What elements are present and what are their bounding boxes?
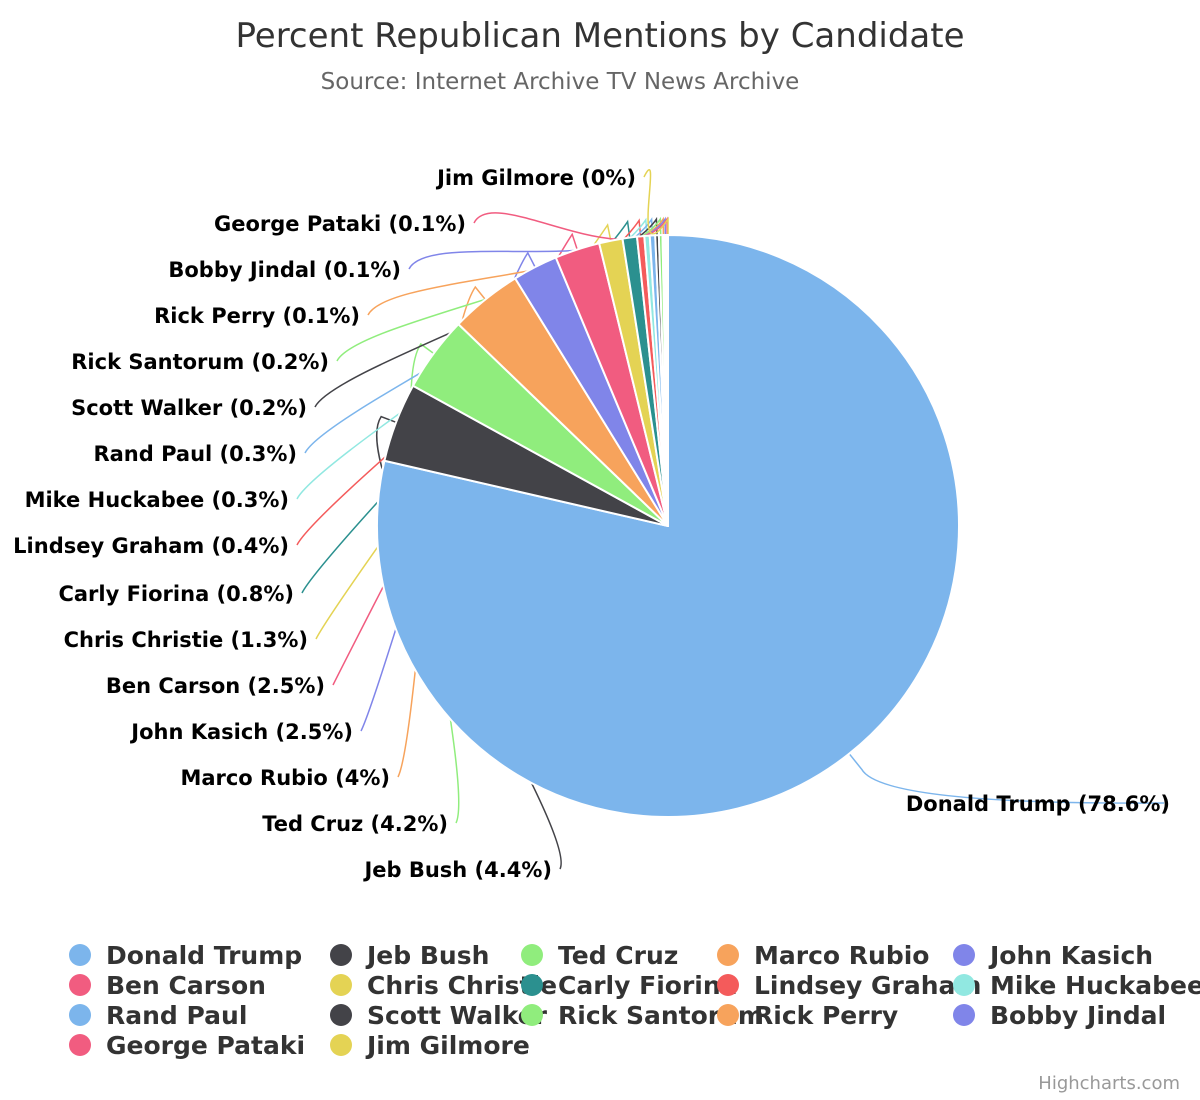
legend-marker-bobby-jindal bbox=[953, 1004, 975, 1026]
legend-item-donald-trump[interactable]: Donald Trump bbox=[69, 941, 302, 970]
data-label-lindsey-graham: Lindsey Graham (0.4%) bbox=[13, 534, 289, 558]
legend-item-john-kasich[interactable]: John Kasich bbox=[953, 941, 1153, 970]
pie-slices bbox=[376, 234, 960, 818]
connector-bobby-jindal bbox=[408, 216, 667, 270]
data-label-jeb-bush: Jeb Bush (4.4%) bbox=[362, 858, 552, 882]
legend-label-john-kasich: John Kasich bbox=[988, 941, 1153, 970]
legend-item-jeb-bush[interactable]: Jeb Bush bbox=[330, 941, 489, 970]
data-label-john-kasich: John Kasich (2.5%) bbox=[129, 720, 353, 744]
data-label-chris-christie: Chris Christie (1.3%) bbox=[64, 628, 308, 652]
legend-marker-mike-huckabee bbox=[953, 974, 975, 996]
legend-marker-marco-rubio bbox=[717, 944, 739, 966]
legend-item-lindsey-graham[interactable]: Lindsey Graham bbox=[717, 971, 981, 1000]
legend-label-george-pataki: George Pataki bbox=[106, 1031, 305, 1060]
legend-label-marco-rubio: Marco Rubio bbox=[754, 941, 929, 970]
connector-rick-perry bbox=[367, 216, 665, 316]
chart-title: Percent Republican Mentions by Candidate bbox=[235, 16, 964, 56]
data-label-ted-cruz: Ted Cruz (4.2%) bbox=[262, 812, 448, 836]
legend-item-scott-walker[interactable]: Scott Walker bbox=[330, 1001, 548, 1030]
legend-item-rand-paul[interactable]: Rand Paul bbox=[69, 1001, 247, 1030]
legend-marker-ben-carson bbox=[69, 974, 91, 996]
connector-jim-gilmore bbox=[643, 169, 669, 235]
legend-item-ben-carson[interactable]: Ben Carson bbox=[69, 971, 266, 1000]
legend-item-ted-cruz[interactable]: Ted Cruz bbox=[521, 941, 678, 970]
credit-link[interactable]: Highcharts.com bbox=[1038, 1073, 1180, 1094]
data-label-george-pataki: George Pataki (0.1%) bbox=[214, 212, 466, 236]
legend-item-mike-huckabee[interactable]: Mike Huckabee bbox=[953, 971, 1200, 1000]
legend-label-mike-huckabee: Mike Huckabee bbox=[990, 971, 1200, 1000]
legend-label-ted-cruz: Ted Cruz bbox=[558, 941, 678, 970]
legend-marker-lindsey-graham bbox=[717, 974, 739, 996]
data-label-bobby-jindal: Bobby Jindal (0.1%) bbox=[168, 258, 401, 282]
legend-marker-rand-paul bbox=[69, 1004, 91, 1026]
legend-label-rand-paul: Rand Paul bbox=[106, 1001, 247, 1030]
legend-label-jim-gilmore: Jim Gilmore bbox=[365, 1031, 530, 1060]
data-label-rand-paul: Rand Paul (0.3%) bbox=[93, 442, 297, 466]
legend-label-scott-walker: Scott Walker bbox=[367, 1001, 548, 1030]
legend-item-rick-perry[interactable]: Rick Perry bbox=[717, 1001, 898, 1030]
data-label-donald-trump: Donald Trump (78.6%) bbox=[906, 792, 1170, 816]
legend-marker-ted-cruz bbox=[521, 944, 543, 966]
legend-marker-scott-walker bbox=[330, 1004, 352, 1026]
legend-marker-chris-christie bbox=[330, 974, 352, 996]
data-label-jim-gilmore: Jim Gilmore (0%) bbox=[435, 166, 636, 190]
data-labels: Donald Trump (78.6%) Jeb Bush (4.4%) Ted C… bbox=[13, 166, 1170, 882]
pie-slice-george-pataki[interactable] bbox=[665, 234, 669, 527]
legend-marker-donald-trump bbox=[69, 944, 91, 966]
data-label-ben-carson: Ben Carson (2.5%) bbox=[106, 674, 325, 698]
legend-label-rick-perry: Rick Perry bbox=[754, 1001, 898, 1030]
legend-marker-carly-fiorina bbox=[521, 974, 543, 996]
connector-donald-trump bbox=[848, 753, 1165, 804]
legend-item-jim-gilmore[interactable]: Jim Gilmore bbox=[330, 1031, 530, 1060]
legend-marker-rick-santorum bbox=[521, 1004, 543, 1026]
legend-label-donald-trump: Donald Trump bbox=[106, 941, 302, 970]
chart-subtitle: Source: Internet Archive TV News Archive bbox=[321, 69, 800, 95]
legend-label-lindsey-graham: Lindsey Graham bbox=[754, 971, 981, 1000]
legend-marker-george-pataki bbox=[69, 1034, 91, 1056]
legend-label-ben-carson: Ben Carson bbox=[106, 971, 266, 1000]
legend-item-carly-fiorina[interactable]: Carly Fiorina bbox=[521, 971, 738, 1000]
legend-marker-rick-perry bbox=[717, 1004, 739, 1026]
data-label-rick-perry: Rick Perry (0.1%) bbox=[154, 304, 360, 328]
legend-label-jeb-bush: Jeb Bush bbox=[365, 941, 489, 970]
data-label-carly-fiorina: Carly Fiorina (0.8%) bbox=[58, 582, 294, 606]
connector-george-pataki bbox=[473, 212, 668, 240]
data-label-scott-walker: Scott Walker (0.2%) bbox=[71, 396, 307, 420]
data-label-rick-santorum: Rick Santorum (0.2%) bbox=[71, 350, 329, 374]
data-label-mike-huckabee: Mike Huckabee (0.3%) bbox=[25, 488, 289, 512]
legend-marker-john-kasich bbox=[953, 944, 975, 966]
data-label-marco-rubio: Marco Rubio (4%) bbox=[180, 766, 390, 790]
legend-marker-jeb-bush bbox=[330, 944, 352, 966]
legend-item-george-pataki[interactable]: George Pataki bbox=[69, 1031, 305, 1060]
legend-item-marco-rubio[interactable]: Marco Rubio bbox=[717, 941, 929, 970]
legend-marker-jim-gilmore bbox=[330, 1034, 352, 1056]
legend-label-bobby-jindal: Bobby Jindal bbox=[990, 1001, 1166, 1030]
legend: Donald Trump Jeb Bush Ted Cruz Marco Rubio J… bbox=[69, 941, 1200, 1060]
legend-label-carly-fiorina: Carly Fiorina bbox=[558, 971, 738, 1000]
legend-item-bobby-jindal[interactable]: Bobby Jindal bbox=[953, 1001, 1166, 1030]
